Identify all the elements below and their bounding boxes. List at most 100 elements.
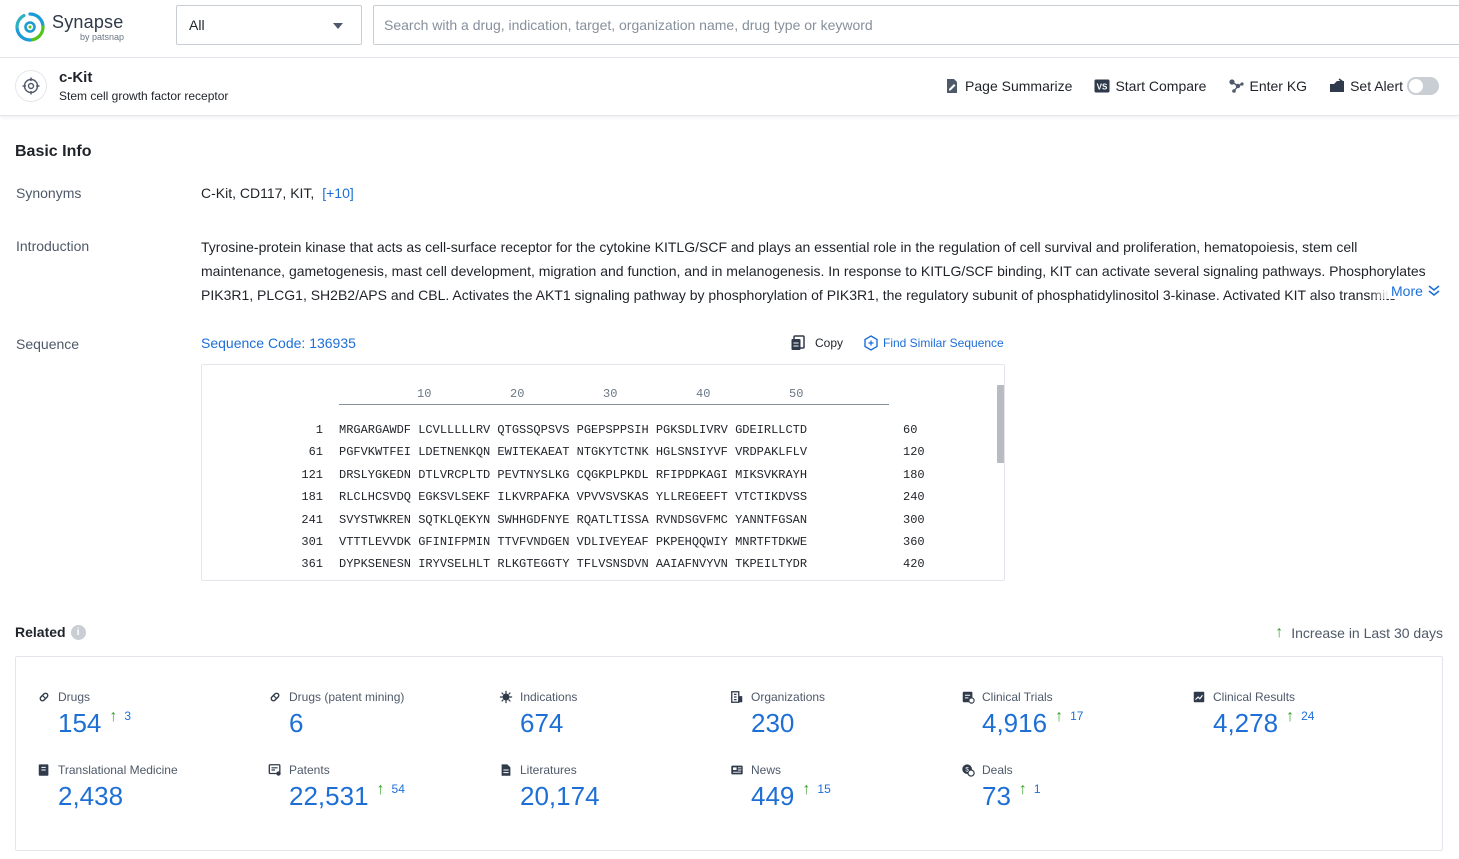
page-summarize-label: Page Summarize (965, 78, 1072, 94)
deal-icon: $ (961, 763, 975, 777)
info-icon[interactable]: i (71, 625, 86, 640)
stat-value[interactable]: 449 (751, 782, 794, 810)
find-similar-icon (863, 335, 879, 351)
set-alert-label: Set Alert (1350, 78, 1403, 94)
stat-label: Patents (289, 763, 330, 777)
arrow-up-icon: ↑ (1275, 624, 1283, 642)
copy-label: Copy (815, 336, 843, 350)
stat-header: Organizations (730, 690, 825, 704)
stat-label: News (751, 763, 781, 777)
stat-label: Organizations (751, 690, 825, 704)
stat-header: Indications (499, 690, 577, 704)
set-alert-control: Set Alert (1329, 77, 1439, 95)
stat-value[interactable]: 4,916 (982, 709, 1047, 737)
synonyms-more-link[interactable]: [+10] (322, 185, 354, 201)
start-compare-button[interactable]: VS Start Compare (1094, 78, 1206, 94)
stat-clinical-results[interactable]: Clinical Results4,278↑24 (1192, 690, 1314, 737)
sequence-row-start: 301 (282, 535, 323, 549)
stat-increase-value[interactable]: 24 (1301, 709, 1314, 723)
header-actions: Page Summarize VS Start Compare Enter KG (922, 75, 1439, 97)
stat-value-row: 73 ↑ 1 (982, 782, 1041, 810)
stat-label: Drugs (58, 690, 90, 704)
copy-sequence-button[interactable]: Copy (790, 335, 843, 351)
sequence-row-start: 361 (282, 557, 323, 571)
stat-increase: ↑3 (109, 709, 131, 725)
sequence-row: 61PGFVKWTFEI LDETNENKQN EWITEKAEAT NTGKY… (202, 445, 1002, 463)
stat-label: Clinical Trials (982, 690, 1053, 704)
sequence-row-residues: RLCLHCSVDQ EGKSVLSEKF ILKVRPAFKA VPVVSVS… (339, 490, 807, 504)
related-title: Related i (15, 624, 86, 640)
search-input[interactable] (373, 5, 1459, 45)
sequence-scrollbar[interactable] (997, 385, 1005, 463)
stat-header: Translational Medicine (37, 763, 178, 777)
knowledge-graph-icon (1228, 78, 1244, 94)
synapse-logo[interactable]: Synapse by patsnap (14, 10, 124, 44)
ruler-tick: 20 (510, 387, 524, 401)
find-similar-sequence-button[interactable]: Find Similar Sequence (863, 335, 1004, 351)
stat-value-row: 2,438 (58, 782, 178, 810)
stat-label: Translational Medicine (58, 763, 178, 777)
chart-doc-icon (1192, 690, 1206, 704)
increase-legend-text: Increase in Last 30 days (1291, 625, 1443, 641)
sequence-row-end: 60 (903, 423, 917, 437)
stat-drugs[interactable]: Drugs154↑3 (37, 690, 131, 737)
stat-value[interactable]: 4,278 (1213, 709, 1278, 737)
stat-increase-value[interactable]: 17 (1070, 709, 1083, 723)
stat-news[interactable]: News449↑15 (730, 763, 831, 810)
entity-subtitle: Stem cell growth factor receptor (59, 89, 228, 103)
introduction-more-button[interactable]: More (1371, 283, 1441, 299)
stat-value[interactable]: 73 (982, 782, 1011, 810)
stat-clinical-trials[interactable]: Clinical Trials 4,916↑17 (961, 690, 1083, 737)
basic-info-title: Basic Info (15, 143, 91, 161)
stat-value[interactable]: 154 (58, 709, 101, 737)
stat-indications[interactable]: Indications 674 (499, 690, 577, 737)
search-scope-value: All (189, 17, 205, 33)
sequence-row-end: 180 (903, 468, 925, 482)
stat-organizations[interactable]: Organizations 230 (730, 690, 825, 737)
stat-header: News (730, 763, 831, 777)
stat-value-row: 4,916↑17 (982, 709, 1083, 737)
introduction-more-label: More (1391, 283, 1423, 299)
stat-value[interactable]: 230 (751, 709, 794, 737)
stat-translational-medicine[interactable]: Translational Medicine 2,438 (37, 763, 178, 810)
sequence-viewer[interactable]: 10 20 30 40 50 1MRGARGAWDF LCVLLLLLRV QT… (201, 364, 1005, 581)
stat-increase-value[interactable]: 3 (124, 709, 131, 723)
stat-deals[interactable]: $Deals73↑1 (961, 763, 1041, 810)
sequence-code-link[interactable]: Sequence Code: 136935 (201, 335, 356, 351)
double-chevron-down-icon (1427, 284, 1441, 298)
stat-patents[interactable]: Patents22,531↑54 (268, 763, 405, 810)
stat-value[interactable]: 22,531 (289, 782, 369, 810)
top-bar: Synapse by patsnap All (0, 0, 1459, 58)
stat-literatures[interactable]: Literatures 20,174 (499, 763, 600, 810)
arrow-up-icon: ↑ (1019, 782, 1027, 798)
page-summarize-button[interactable]: Page Summarize (944, 78, 1072, 94)
stat-label: Clinical Results (1213, 690, 1295, 704)
stat-value[interactable]: 6 (289, 709, 303, 737)
stat-drugs-patent-mining[interactable]: Drugs (patent mining)6 (268, 690, 404, 737)
stat-header: Clinical Trials (961, 690, 1083, 704)
sequence-row: 241SVYSTWKREN SQTKLQEKYN SWHHGDFNYE RQAT… (202, 513, 1002, 531)
stat-value[interactable]: 674 (520, 709, 563, 737)
stat-value-row: 230 (751, 709, 825, 737)
stat-increase-value[interactable]: 15 (817, 782, 830, 796)
search-scope-select[interactable]: All (176, 5, 362, 45)
synonyms-value: C-Kit, CD117, KIT, [+10] (201, 185, 354, 201)
sequence-row-residues: PGFVKWTFEI LDETNENKQN EWITEKAEAT NTGKYTC… (339, 445, 807, 459)
related-stats-panel: Drugs154↑3Drugs (patent mining)6Indicati… (15, 656, 1443, 851)
arrow-up-icon: ↑ (109, 709, 117, 725)
chevron-down-icon (333, 23, 343, 29)
synonyms-list: C-Kit, CD117, KIT, (201, 185, 314, 201)
stat-value[interactable]: 20,174 (520, 782, 600, 810)
stat-value[interactable]: 2,438 (58, 782, 123, 810)
sequence-row-residues: DRSLYGKEDN DTLVRCPLTD PEVTNYSLKG CQGKPLP… (339, 468, 807, 482)
stat-increase-value[interactable]: 1 (1034, 782, 1041, 796)
sequence-row-end: 300 (903, 513, 925, 527)
increase-legend: ↑ Increase in Last 30 days (1275, 624, 1443, 642)
ruler-tick: 40 (696, 387, 710, 401)
stat-increase-value[interactable]: 54 (392, 782, 405, 796)
enter-kg-button[interactable]: Enter KG (1228, 78, 1307, 94)
set-alert-toggle[interactable] (1407, 77, 1439, 95)
entity-title: c-Kit (59, 69, 92, 86)
stat-value-row: 154↑3 (58, 709, 131, 737)
stat-header: Literatures (499, 763, 600, 777)
